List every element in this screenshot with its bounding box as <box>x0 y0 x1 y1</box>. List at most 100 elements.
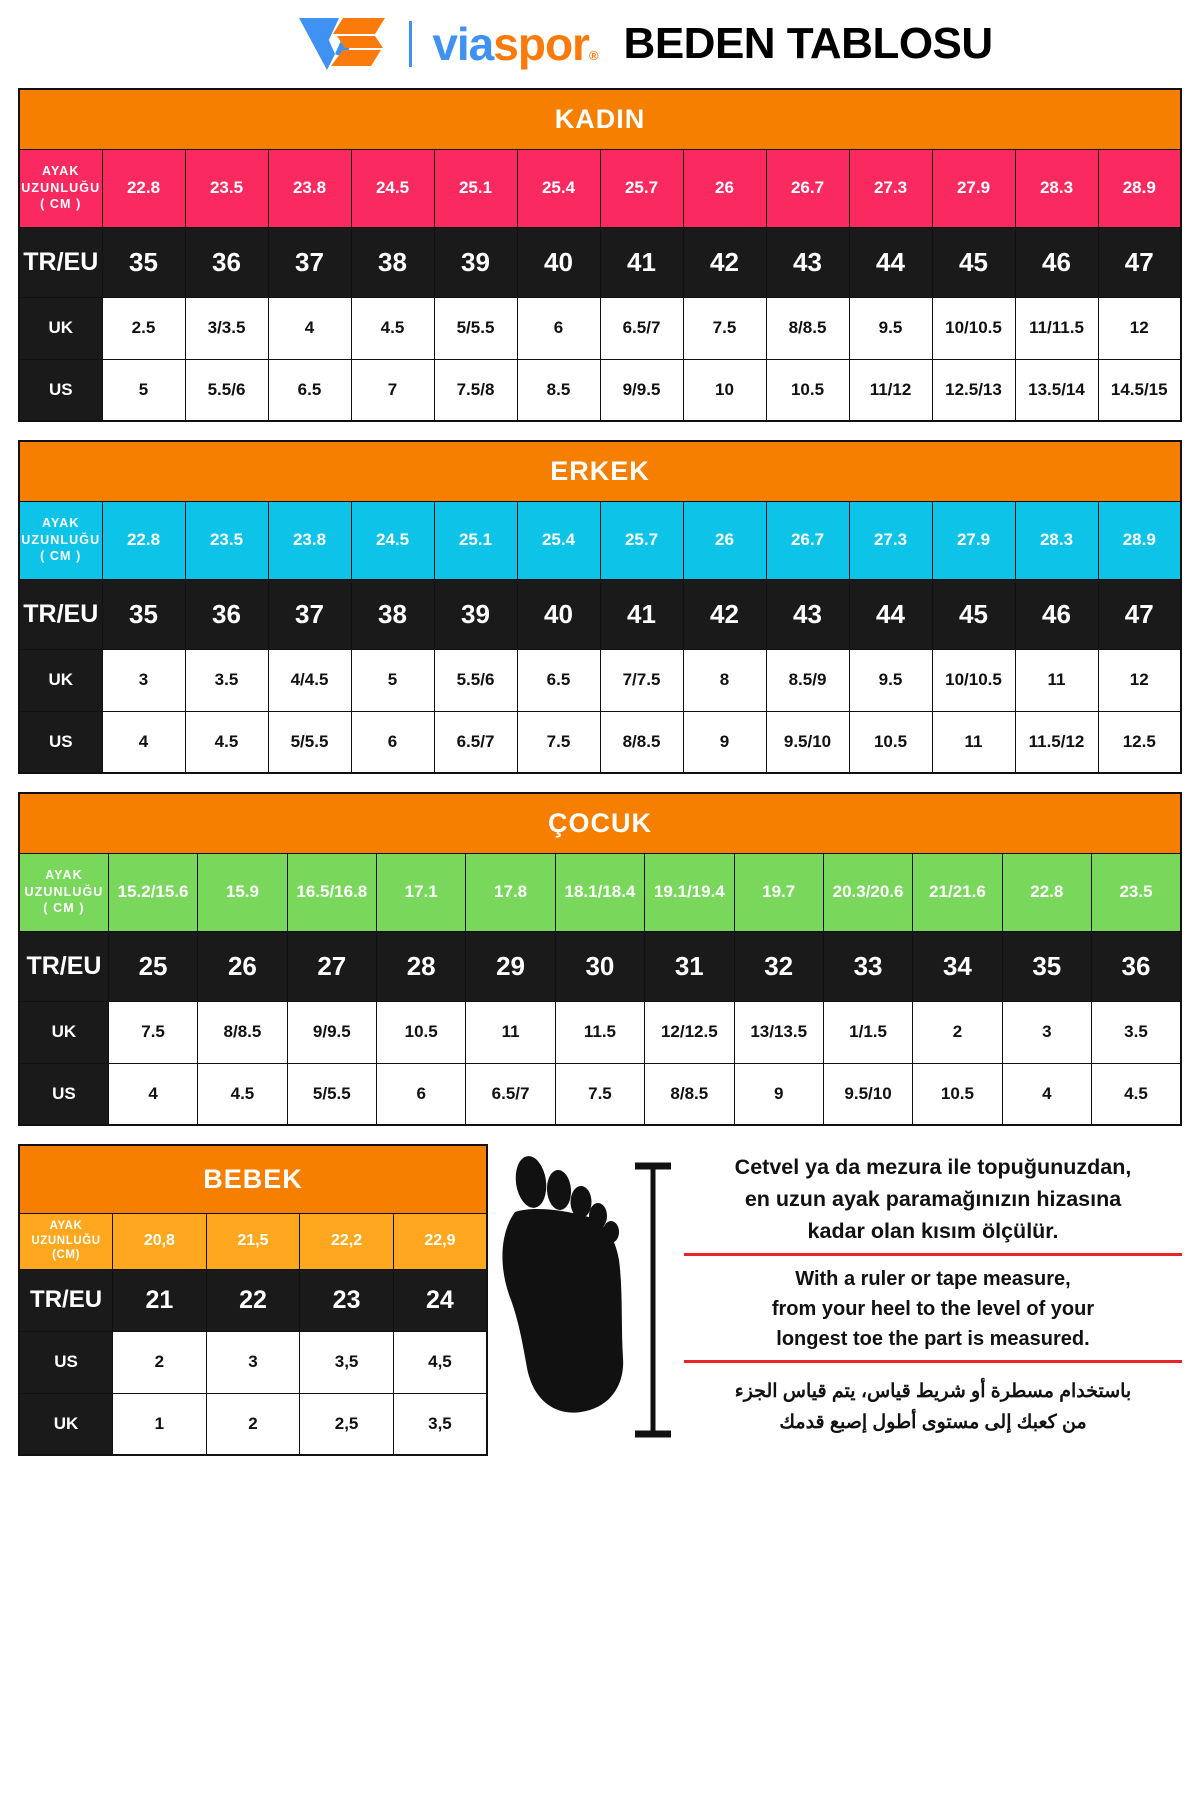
table-row-foot-length: AYAK UZUNLUĞU( CM ) 22.8 23.5 23.8 24.5 25.1 2… <box>18 500 1182 580</box>
cell-tr-eu: 47 <box>1097 578 1182 650</box>
cell-tr-eu: 22 <box>205 1268 301 1332</box>
cell-us: 6.5 <box>267 358 352 422</box>
cell-tr-eu: 30 <box>554 930 646 1002</box>
cell-foot-length: 23.5 <box>184 500 269 580</box>
cell-us: 5 <box>101 358 186 422</box>
cell-us: 13.5/14 <box>1014 358 1099 422</box>
cell-foot-length: 23.5 <box>184 148 269 228</box>
cell-tr-eu: 35 <box>1001 930 1093 1002</box>
cell-uk: 12 <box>1097 296 1182 360</box>
cell-tr-eu: 43 <box>765 226 850 298</box>
cell-uk: 4.5 <box>350 296 435 360</box>
foot-length-unit: ( CM ) <box>40 549 82 564</box>
cell-foot-length: 27.9 <box>931 500 1016 580</box>
table-row-us: US 4 4.5 5/5.5 6 6.5/7 7.5 8/8.5 9 9.5/10 10.5 4 4.5 <box>18 1062 1182 1126</box>
cell-uk: 8.5/9 <box>765 648 850 712</box>
cell-uk: 4 <box>267 296 352 360</box>
instructions-ar-line-1: باستخدام مسطرة أو شريط قياس، يتم قياس ال… <box>734 1381 1132 1403</box>
table-row-us: US 5 5.5/6 6.5 7 7.5/8 8.5 9/9.5 10 10.5 11/12 12.5… <box>18 358 1182 422</box>
divider-rule-top <box>684 1253 1182 1257</box>
cell-tr-eu: 47 <box>1097 226 1182 298</box>
cell-uk: 6 <box>516 296 601 360</box>
cell-tr-eu: 37 <box>267 226 352 298</box>
cell-tr-eu: 23 <box>299 1268 394 1332</box>
cell-foot-length: 20.3/20.6 <box>822 852 914 932</box>
table-title-row: ÇOCUK <box>18 792 1182 854</box>
cell-uk: 6.5/7 <box>599 296 684 360</box>
foot-length-text: AYAK UZUNLUĞU <box>31 1219 101 1247</box>
cell-foot-length: 22,2 <box>299 1212 394 1270</box>
cell-uk: 8/8.5 <box>197 1000 288 1064</box>
cell-tr-eu: 38 <box>350 226 435 298</box>
cell-us: 11 <box>931 710 1016 774</box>
foot-measure-illustration-icon <box>488 1144 678 1450</box>
table-row-foot-length: AYAK UZUNLUĞU (CM) 20,8 21,5 22,2 22,9 <box>18 1212 488 1270</box>
foot-length-unit: ( CM ) <box>43 901 85 916</box>
table-kadin: KADIN AYAK UZUNLUĞU ( CM ) 22.8 23.5 23.8 24.5… <box>18 88 1182 422</box>
cell-tr-eu: 42 <box>682 578 767 650</box>
cell-foot-length: 25.7 <box>599 500 684 580</box>
cell-tr-eu: 45 <box>931 226 1016 298</box>
row-label-eu: TR/EU <box>18 578 103 650</box>
size-tables-container: KADIN AYAK UZUNLUĞU( CM ) 22.8 23.5 23.8 24.5… <box>18 88 1182 1126</box>
divider-rule-bottom <box>684 1360 1182 1364</box>
cell-foot-length: 22.8 <box>1001 852 1093 932</box>
row-label-foot-length: AYAK UZUNLUĞU ( CM ) <box>18 500 103 580</box>
foot-length-text: AYAK UZUNLUĞU <box>21 515 101 547</box>
foot-length-text: AYAK UZUNLUĞU <box>21 163 101 195</box>
cell-uk: 9.5 <box>848 648 933 712</box>
foot-length-unit: (CM) <box>52 1249 81 1262</box>
table-title-cocuk: ÇOCUK <box>18 792 1182 854</box>
row-label-uk: UK <box>18 1000 109 1064</box>
table-title-row: BEBEK <box>18 1144 488 1214</box>
row-label-eu: TR/EU <box>18 930 109 1002</box>
cell-uk: 12 <box>1097 648 1182 712</box>
cell-foot-length: 18.1/18.4 <box>554 852 646 932</box>
cell-uk: 10.5 <box>375 1000 467 1064</box>
instructions-en-line-3: longest toe the part is measured. <box>776 1328 1090 1351</box>
cell-uk: 7.5 <box>107 1000 199 1064</box>
cell-us: 7.5 <box>516 710 601 774</box>
brand-registered-mark: ® <box>588 48 599 63</box>
cell-foot-length: 19.7 <box>733 852 824 932</box>
cell-us: 3,5 <box>299 1330 394 1394</box>
cell-foot-length: 15.9 <box>197 852 288 932</box>
cell-tr-eu: 44 <box>848 578 933 650</box>
cell-foot-length: 25.1 <box>433 500 518 580</box>
row-label-foot-length: AYAK UZUNLUĞU ( CM ) <box>18 852 109 932</box>
instructions-tr-line-3: kadar olan kısım ölçülür. <box>807 1218 1059 1243</box>
cell-us: 4 <box>1001 1062 1093 1126</box>
cell-tr-eu: 26 <box>197 930 288 1002</box>
cell-us: 9/9.5 <box>599 358 684 422</box>
cell-foot-length: 25.4 <box>516 148 601 228</box>
instructions-turkish: Cetvel ya da mezura ile topuğunuzdan, en… <box>684 1152 1182 1247</box>
table-row-uk: UK 1 2 2,5 3,5 <box>18 1392 488 1456</box>
table-title-bebek: BEBEK <box>18 1144 488 1214</box>
table-cocuk: ÇOCUK AYAK UZUNLUĞU ( CM ) 15.2/15.6 15.9 16.… <box>18 792 1182 1126</box>
bottom-section: BEBEK AYAK UZUNLUĞU (CM) 20,8 21,5 22,2 … <box>18 1144 1182 1456</box>
cell-uk: 5 <box>350 648 435 712</box>
cell-us: 6 <box>375 1062 467 1126</box>
cell-us: 4,5 <box>392 1330 488 1394</box>
cell-uk: 10/10.5 <box>931 296 1016 360</box>
cell-us: 6.5/7 <box>465 1062 556 1126</box>
cell-us: 9 <box>682 710 767 774</box>
cell-us: 12.5/13 <box>931 358 1016 422</box>
cell-foot-length: 25.4 <box>516 500 601 580</box>
cell-foot-length: 22,9 <box>392 1212 488 1270</box>
cell-uk: 11.5 <box>554 1000 646 1064</box>
cell-foot-length: 26 <box>682 148 767 228</box>
instructions-english: With a ruler or tape measure, from your … <box>684 1264 1182 1354</box>
cell-uk: 3 <box>1001 1000 1093 1064</box>
cell-tr-eu: 31 <box>644 930 735 1002</box>
cell-foot-length: 26.7 <box>765 500 850 580</box>
row-label-uk: UK <box>18 1392 114 1456</box>
cell-tr-eu: 32 <box>733 930 824 1002</box>
cell-foot-length: 15.2/15.6 <box>107 852 199 932</box>
brand-wordmark: via spor ® <box>432 21 599 67</box>
cell-tr-eu: 44 <box>848 226 933 298</box>
cell-uk: 10/10.5 <box>931 648 1016 712</box>
cell-us: 10 <box>682 358 767 422</box>
cell-us: 12.5 <box>1097 710 1182 774</box>
cell-foot-length: 21/21.6 <box>912 852 1003 932</box>
